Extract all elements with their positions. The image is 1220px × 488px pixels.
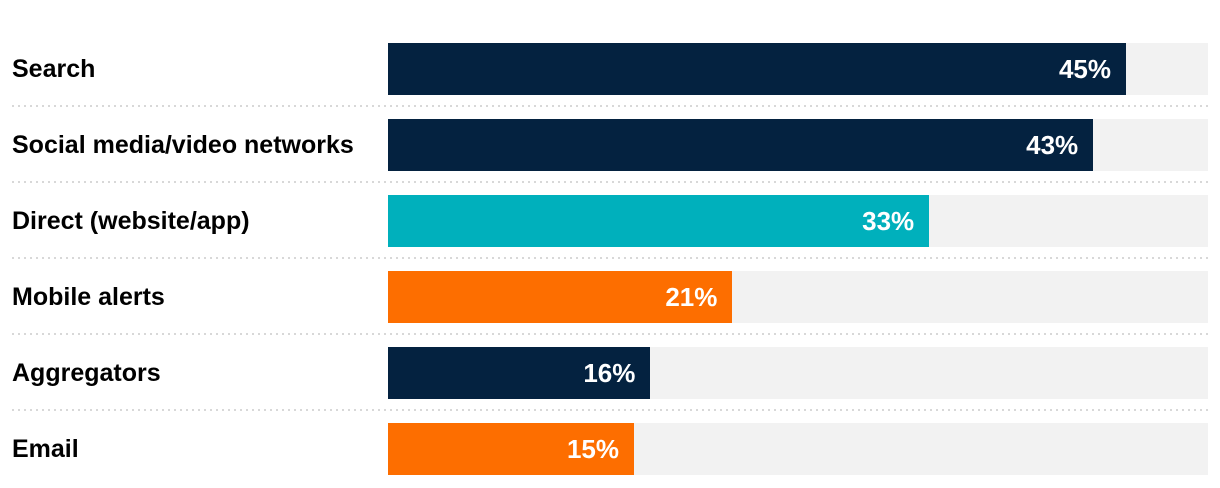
bar-aggregators: 16% [388,347,651,399]
category-label: Aggregators [12,359,161,387]
chart-row: Social media/video networks 43% [12,107,1208,181]
row-separator [12,181,1208,183]
bar-direct: 33% [388,195,930,247]
chart-row: Email 15% [12,411,1208,485]
bar-mobile-alerts: 21% [388,271,733,323]
category-label: Email [12,435,79,463]
bar-track: 45% [388,43,1208,95]
bar-track: 43% [388,119,1208,171]
chart-row: Aggregators 16% [12,335,1208,409]
value-label: 33% [862,205,915,236]
value-label: 16% [583,357,636,388]
category-label: Direct (website/app) [12,207,250,235]
bar-track: 16% [388,347,1208,399]
row-separator [12,409,1208,411]
bar-search: 45% [388,43,1126,95]
chart-row: Mobile alerts 21% [12,259,1208,333]
value-label: 21% [665,281,718,312]
bar-email: 15% [388,423,634,475]
row-separator [12,105,1208,107]
value-label: 43% [1026,129,1079,160]
value-label: 45% [1058,53,1111,84]
chart-row: Direct (website/app) 33% [12,183,1208,257]
bar-social-media: 43% [388,119,1094,171]
chart-row: Search 45% [12,31,1208,105]
bar-track: 33% [388,195,1208,247]
row-separator [12,333,1208,335]
category-label: Search [12,55,96,83]
bar-track: 21% [388,271,1208,323]
value-label: 15% [566,433,619,464]
category-label: Mobile alerts [12,283,165,311]
row-separator [12,257,1208,259]
category-label: Social media/video networks [12,131,354,159]
bar-track: 15% [388,423,1208,475]
